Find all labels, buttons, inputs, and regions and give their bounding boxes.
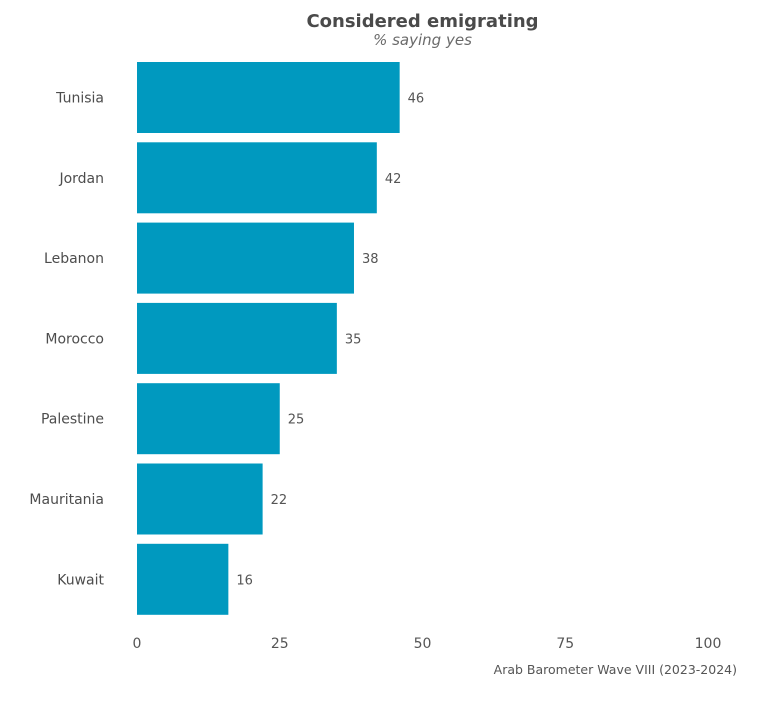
x-tick-label: 100 <box>695 636 722 652</box>
chart-title: Considered emigrating <box>306 11 539 32</box>
category-label: Kuwait <box>57 572 104 588</box>
value-label: 38 <box>362 252 379 267</box>
bar-kuwait <box>137 543 229 615</box>
x-tick-label: 50 <box>414 636 432 652</box>
value-label: 46 <box>408 92 425 107</box>
bar-morocco <box>137 302 337 374</box>
value-label: 22 <box>271 493 288 508</box>
value-label: 16 <box>236 573 253 588</box>
bar-jordan <box>137 142 377 214</box>
chart-subtitle: % saying yes <box>373 31 472 49</box>
category-label: Mauritania <box>29 492 104 508</box>
value-label: 35 <box>345 332 362 347</box>
category-label: Jordan <box>58 171 104 187</box>
bar-lebanon <box>137 222 354 294</box>
bar-palestine <box>137 383 280 455</box>
x-tick-label: 75 <box>556 636 574 652</box>
x-tick-label: 25 <box>271 636 289 652</box>
bar-tunisia <box>137 62 400 133</box>
x-tick-label: 0 <box>133 636 142 652</box>
value-label: 25 <box>288 413 305 428</box>
category-label: Morocco <box>45 331 104 347</box>
value-label: 42 <box>385 172 402 187</box>
category-label: Lebanon <box>44 251 104 267</box>
source-note: Arab Barometer Wave VIII (2023-2024) <box>493 662 737 677</box>
bar-mauritania <box>137 463 263 535</box>
category-label: Palestine <box>41 412 104 428</box>
category-label: Tunisia <box>55 91 104 107</box>
